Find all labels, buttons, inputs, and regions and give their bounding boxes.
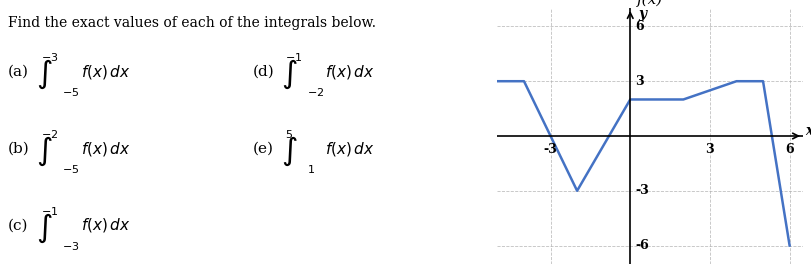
Text: Find the exact values of each of the integrals below.: Find the exact values of each of the int… [8,16,376,30]
Text: $\int$: $\int$ [36,135,53,168]
Text: $f(x)\,dx$: $f(x)\,dx$ [325,63,375,81]
Text: 6: 6 [785,143,794,156]
Text: $\int$: $\int$ [36,58,53,91]
Text: $f(x)\,dx$: $f(x)\,dx$ [81,63,131,81]
Text: (b): (b) [8,142,30,156]
Text: $\int$: $\int$ [36,211,53,245]
Text: (d): (d) [252,65,274,79]
Text: (e): (e) [252,142,273,156]
Text: $1$: $1$ [307,163,315,175]
Text: $\int$: $\int$ [281,58,298,91]
Text: -3: -3 [543,143,557,156]
Text: $-2$: $-2$ [41,128,58,140]
Text: $\int$: $\int$ [281,135,298,168]
Text: $-3$: $-3$ [41,51,58,63]
Text: -3: -3 [636,184,650,197]
Text: $f(x)\,dx$: $f(x)\,dx$ [81,217,131,234]
Text: 3: 3 [636,75,644,88]
Text: y: y [638,7,646,21]
Text: $-2$: $-2$ [307,86,324,98]
Text: $-5$: $-5$ [62,163,79,175]
Text: $-1$: $-1$ [285,51,303,63]
Text: $-1$: $-1$ [41,205,58,217]
Text: -6: -6 [636,239,650,252]
Text: $5$: $5$ [285,128,294,140]
Text: x: x [805,123,811,138]
Text: $-3$: $-3$ [62,240,79,252]
Text: (c): (c) [8,218,28,233]
Title: f(x): f(x) [637,0,663,7]
Text: $-5$: $-5$ [62,86,79,98]
Text: $f(x)\,dx$: $f(x)\,dx$ [81,140,131,158]
Text: (a): (a) [8,65,29,79]
Text: $f(x)\,dx$: $f(x)\,dx$ [325,140,375,158]
Text: 6: 6 [636,20,644,33]
Text: 3: 3 [706,143,714,156]
